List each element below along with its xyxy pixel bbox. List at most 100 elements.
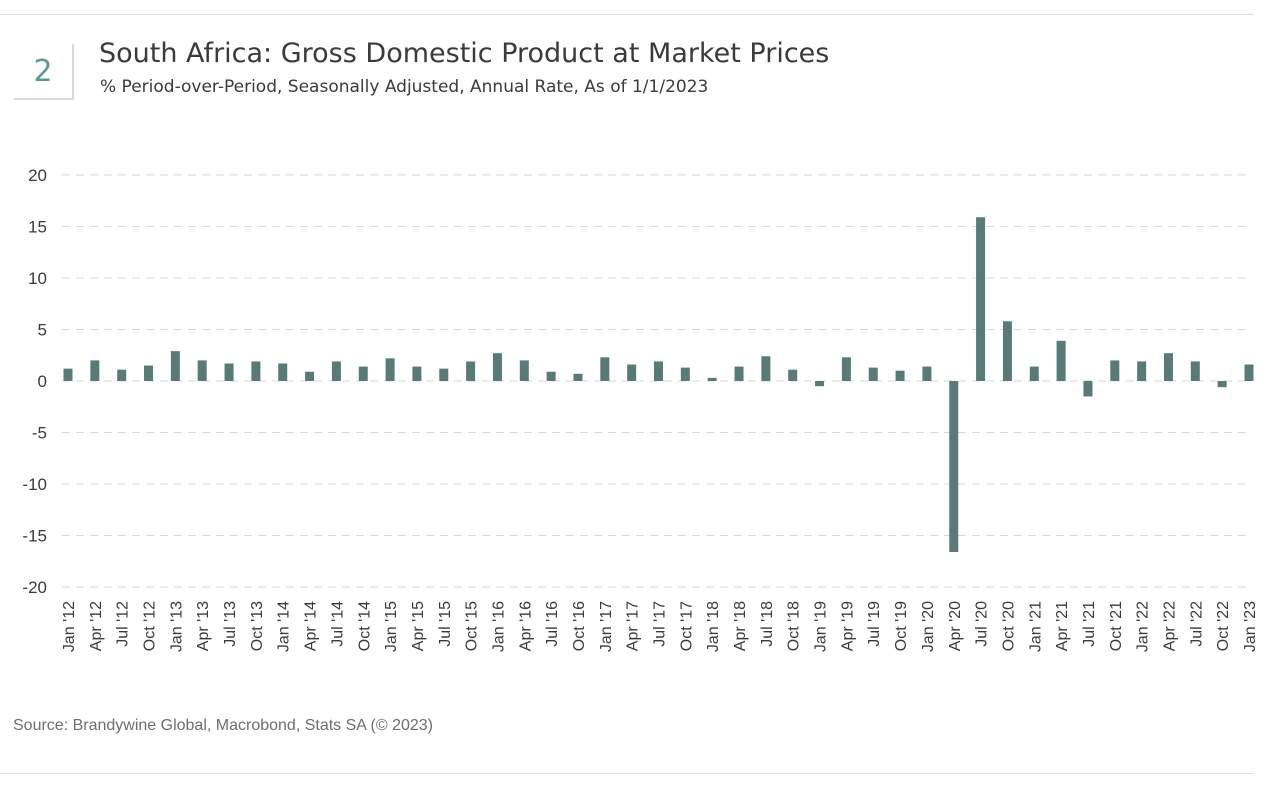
bar: [251, 361, 261, 381]
bar: [1137, 361, 1147, 381]
x-tick-label: Jan '14: [276, 601, 293, 652]
x-tick-label: Apr '12: [88, 601, 105, 651]
bar: [734, 366, 744, 381]
x-tick-label: Oct '15: [464, 601, 481, 651]
x-tick-label: Jan '12: [61, 601, 78, 652]
x-tick-label: Apr '14: [303, 601, 320, 651]
bar: [949, 381, 959, 552]
bar: [492, 353, 502, 381]
x-tick-label: Jul '22: [1188, 601, 1205, 647]
bar: [841, 357, 851, 381]
x-tick-label: Oct '19: [893, 601, 910, 651]
bar: [976, 217, 986, 381]
bar: [573, 373, 583, 381]
bar: [1217, 381, 1227, 388]
bar: [707, 377, 717, 381]
x-tick-label: Jan '13: [168, 601, 185, 652]
bar: [90, 360, 100, 381]
y-tick-label: 15: [28, 218, 47, 237]
bar: [761, 356, 771, 381]
bar: [895, 370, 905, 381]
bar: [1110, 360, 1120, 381]
bar: [922, 366, 932, 381]
bar: [117, 369, 127, 381]
bar: [680, 367, 690, 381]
x-tick-label: Jul '20: [974, 601, 991, 647]
x-tick-label: Apr '13: [195, 601, 212, 651]
bar: [868, 367, 878, 381]
bar: [654, 361, 663, 381]
x-tick-label: Jul '16: [544, 601, 561, 647]
x-tick-label: Jan '19: [813, 601, 830, 652]
y-tick-label: -5: [32, 424, 47, 443]
bar: [627, 364, 637, 381]
x-tick-label: Oct '13: [249, 601, 266, 651]
bottom-divider: [0, 773, 1253, 774]
chart-title: South Africa: Gross Domestic Product at …: [99, 38, 830, 69]
bar: [385, 358, 395, 381]
x-tick-label: Jul '12: [115, 601, 132, 647]
x-tick-label: Jul '21: [1081, 601, 1098, 647]
y-tick-label: 5: [38, 321, 47, 340]
bar: [519, 360, 529, 381]
top-divider: [0, 14, 1253, 15]
y-tick-label: -10: [22, 475, 47, 494]
x-tick-label: Jan '15: [383, 601, 400, 652]
bar: [1244, 364, 1254, 381]
x-tick-label: Oct '12: [142, 601, 159, 651]
y-tick-label: -20: [22, 578, 47, 597]
source-note: Source: Brandywine Global, Macrobond, St…: [13, 717, 434, 734]
bar: [439, 368, 449, 381]
bar: [1056, 340, 1066, 381]
bar: [788, 369, 798, 381]
bar: [412, 366, 422, 381]
bar: [170, 351, 180, 381]
bar: [197, 360, 207, 381]
bar: [815, 381, 825, 387]
x-tick-label: Jul '19: [866, 601, 883, 647]
bar: [1002, 321, 1012, 381]
x-axis-ticks: Jan '12 Apr '12 Jul '12 Oct '12 Jan '13 Apr '…: [61, 601, 1259, 652]
bar: [600, 357, 610, 381]
bar: [1083, 381, 1093, 397]
bars: [63, 217, 1254, 552]
x-tick-label: Jan '17: [598, 601, 615, 652]
x-tick-label: Apr '18: [732, 601, 749, 651]
bar: [144, 365, 154, 381]
bar: [305, 371, 315, 381]
x-tick-label: Apr '19: [839, 601, 856, 651]
bar: [224, 363, 234, 381]
bar: [1190, 361, 1200, 381]
x-tick-label: Apr '15: [410, 601, 427, 651]
x-tick-label: Apr '21: [1054, 601, 1071, 651]
bar: [278, 363, 288, 381]
y-tick-label: -15: [22, 527, 47, 546]
y-tick-label: 0: [38, 372, 47, 391]
x-tick-label: Jul '17: [652, 601, 669, 647]
x-tick-label: Jan '16: [490, 601, 507, 652]
x-tick-label: Jan '22: [1135, 601, 1152, 652]
x-tick-label: Jan '20: [920, 601, 937, 652]
x-tick-label: Jul '15: [437, 601, 454, 647]
bar: [466, 361, 476, 381]
x-tick-label: Oct '16: [571, 601, 588, 651]
bar: [1029, 366, 1039, 381]
bar: [546, 371, 556, 381]
bar: [1163, 353, 1173, 381]
x-tick-label: Jan '23: [1242, 601, 1259, 652]
x-tick-label: Oct '20: [1000, 601, 1017, 651]
bar: [331, 361, 341, 381]
x-tick-label: Oct '22: [1215, 601, 1232, 651]
bar: [358, 366, 368, 381]
x-tick-label: Jul '13: [222, 601, 239, 647]
x-tick-label: Apr '20: [947, 601, 964, 651]
chart-subtitle: % Period-over-Period, Seasonally Adjuste…: [100, 77, 709, 97]
x-tick-label: Oct '17: [678, 601, 695, 651]
x-tick-label: Jul '18: [759, 601, 776, 647]
x-tick-label: Apr '17: [625, 601, 642, 651]
bar: [63, 368, 73, 381]
x-tick-label: Oct '18: [786, 601, 803, 651]
figure-number: 2: [14, 44, 74, 100]
y-tick-label: 10: [28, 269, 47, 288]
